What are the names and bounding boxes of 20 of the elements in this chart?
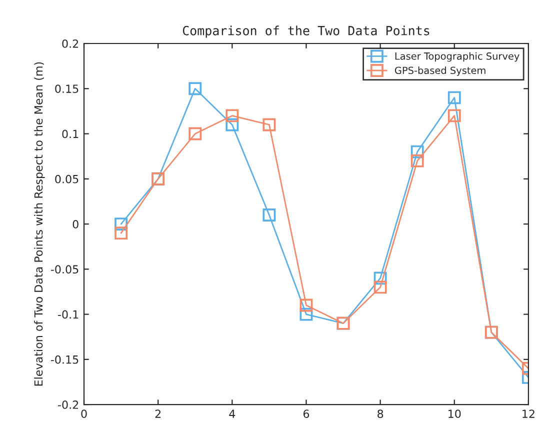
y-tick-label: -0.15 xyxy=(50,355,78,364)
x-tick-label: 12 xyxy=(522,410,534,418)
x-tick-label: 8 xyxy=(378,410,384,418)
x-tick-label: 0 xyxy=(81,410,87,418)
x-tick-label: 6 xyxy=(303,410,310,418)
y-axis-title: Elevation of Two Data Points with Respect to the Mean (m) xyxy=(34,62,45,386)
chart-title: Comparison of the Two Data Points xyxy=(182,26,430,38)
legend-label: GPS-based System xyxy=(394,66,486,76)
x-tick-label: 10 xyxy=(448,410,461,418)
y-tick-label: 0 xyxy=(72,220,78,228)
y-tick-label: 0.2 xyxy=(62,39,78,48)
x-tick-label: 4 xyxy=(229,410,236,418)
y-tick-label: -0.2 xyxy=(58,400,78,409)
y-tick-label: -0.05 xyxy=(50,265,78,274)
y-tick-label: 0.15 xyxy=(55,84,78,94)
y-tick-label: 0.05 xyxy=(55,174,78,184)
y-tick-label: 0.1 xyxy=(62,130,78,138)
x-tick-label: 2 xyxy=(155,410,161,418)
y-tick-label: -0.1 xyxy=(58,310,78,319)
legend-label: Laser Topographic Survey xyxy=(395,52,520,62)
